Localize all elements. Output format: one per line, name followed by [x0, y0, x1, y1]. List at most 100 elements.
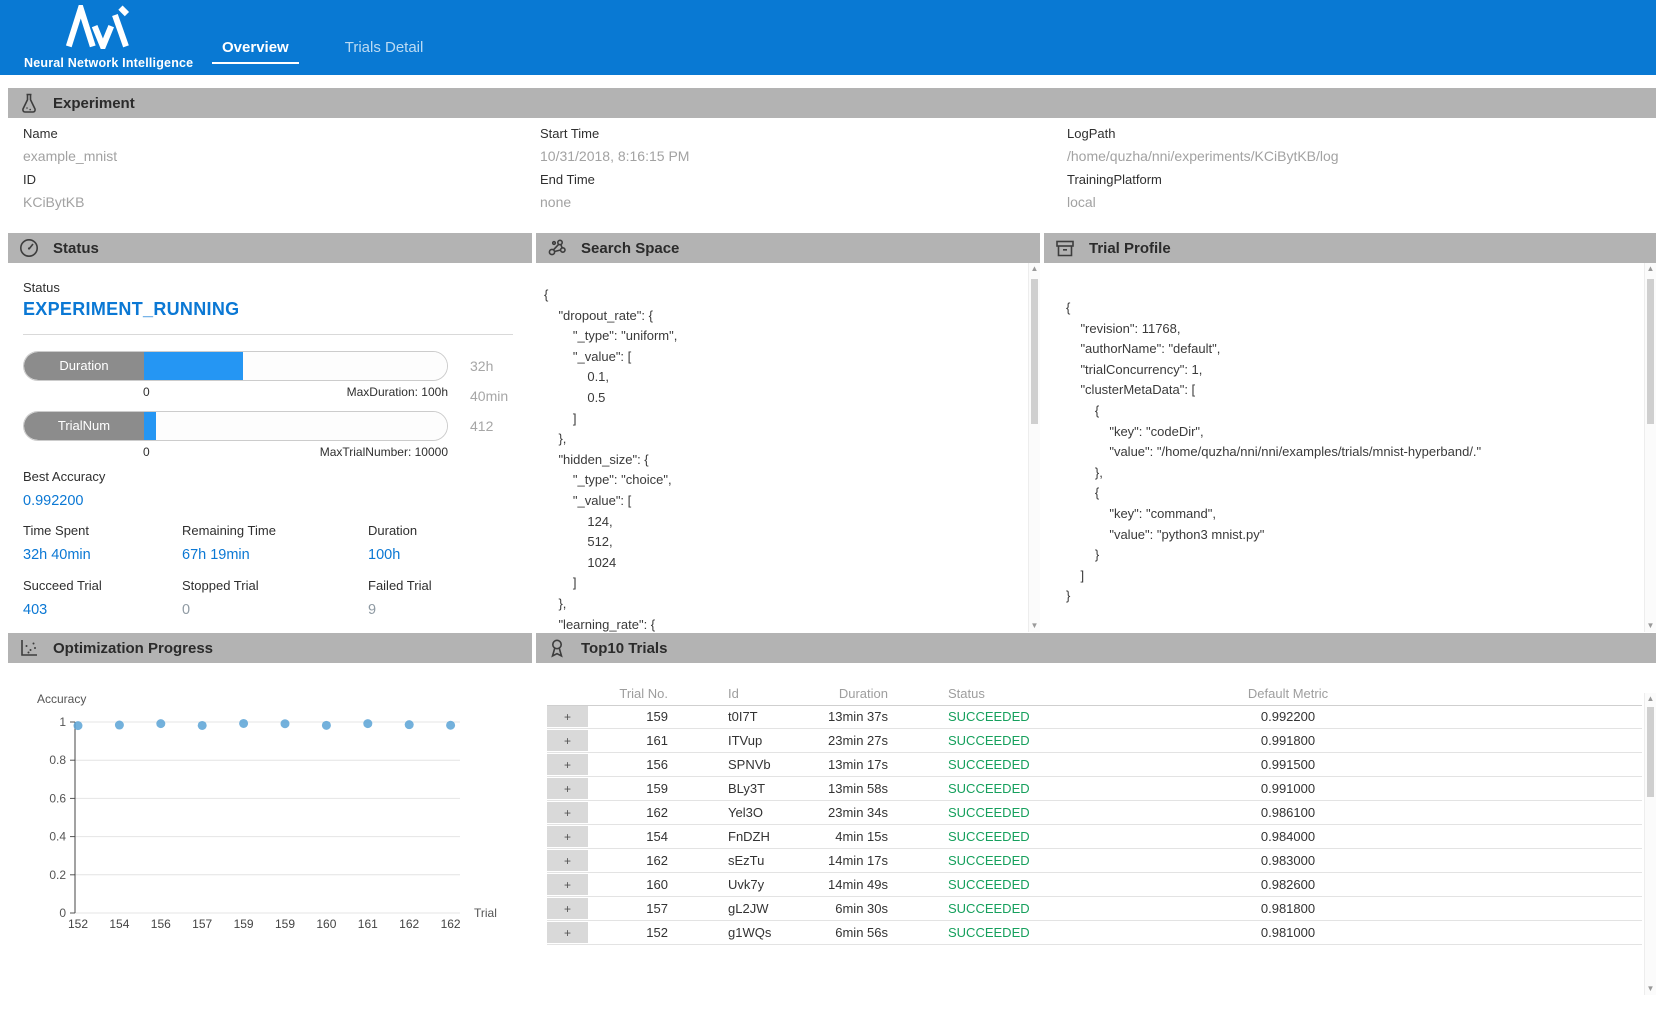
progress-scale: 0 MaxDuration: 100h [143, 385, 448, 399]
stat-value: 0 [182, 602, 259, 618]
search-space-panel: Search Space { "dropout_rate": { "_type"… [536, 233, 1040, 632]
duration-cell: 13min 58s [818, 781, 888, 796]
table-row: +162Yel3O23min 34sSUCCEEDED0.986100 [547, 801, 1642, 825]
field-label: ID [23, 172, 117, 187]
status-cell: SUCCEEDED [948, 901, 1108, 916]
default-metric-cell: 0.983000 [1108, 853, 1468, 868]
scroll-down-arrow[interactable]: ▼ [1645, 983, 1656, 995]
progress-value: 32h 40min [470, 351, 532, 411]
expand-row-button[interactable]: + [547, 898, 588, 919]
scale-max: MaxTrialNumber: 10000 [320, 445, 448, 459]
column-header-status: Status [948, 686, 1108, 701]
field-label: LogPath [1067, 126, 1339, 141]
top10-section-header: Top10 Trials [536, 633, 1656, 663]
section-title: Experiment [53, 95, 135, 112]
status-cell: SUCCEEDED [948, 829, 1108, 844]
section-title: Search Space [581, 240, 679, 257]
default-metric-cell: 0.991000 [1108, 781, 1468, 796]
stat-value: 32h 40min [23, 547, 91, 563]
duration-cell: 23min 27s [818, 733, 888, 748]
expand-row-button[interactable]: + [547, 826, 588, 847]
tab-trials-detail[interactable]: Trials Detail [335, 39, 434, 64]
table-row: +156SPNVb13min 17sSUCCEEDED0.991500 [547, 753, 1642, 777]
duration-cell: 6min 56s [818, 925, 888, 940]
trial-no-cell: 160 [588, 877, 668, 892]
svg-text:152: 152 [68, 917, 88, 931]
status-section-header: Status [8, 233, 532, 263]
svg-text:0.2: 0.2 [49, 868, 66, 882]
top10-scrollbar[interactable]: ▲ ▼ [1644, 693, 1656, 995]
scrollbar-thumb[interactable] [1647, 279, 1654, 424]
scroll-down-arrow[interactable]: ▼ [1645, 620, 1656, 632]
default-metric-cell: 0.984000 [1108, 829, 1468, 844]
nni-logo-icon [66, 5, 138, 49]
trial-profile-scrollbar[interactable]: ▲ ▼ [1644, 263, 1656, 632]
scroll-up-arrow[interactable]: ▲ [1645, 263, 1656, 275]
medal-icon [546, 637, 568, 659]
default-metric-cell: 0.991500 [1108, 757, 1468, 772]
section-title: Optimization Progress [53, 640, 213, 657]
archive-box-icon [1054, 237, 1076, 259]
top10-trials-panel: Top10 Trials Trial No.IdDurationStatusDe… [536, 633, 1656, 1030]
status-cell: SUCCEEDED [948, 733, 1108, 748]
table-row: +159BLy3T13min 58sSUCCEEDED0.991000 [547, 777, 1642, 801]
stat-value: 100h [368, 547, 417, 563]
expand-row-button[interactable]: + [547, 706, 588, 727]
expand-row-button[interactable]: + [547, 922, 588, 943]
progress-fill [144, 412, 156, 440]
duration-cell: 6min 30s [818, 901, 888, 916]
stat-label: Time Spent [23, 523, 91, 538]
expand-row-button[interactable]: + [547, 730, 588, 751]
default-metric-cell: 0.982600 [1108, 877, 1468, 892]
expand-row-button[interactable]: + [547, 778, 588, 799]
experiment-status-value: EXPERIMENT_RUNNING [23, 299, 239, 320]
svg-text:159: 159 [275, 917, 295, 931]
svg-text:0.6: 0.6 [49, 791, 66, 805]
expand-row-button[interactable]: + [547, 850, 588, 871]
trial-no-cell: 152 [588, 925, 668, 940]
field-value: /home/quzha/nni/experiments/KCiBytKB/log [1067, 148, 1339, 164]
scroll-down-arrow[interactable]: ▼ [1029, 620, 1040, 632]
svg-text:Trial: Trial [474, 906, 497, 920]
default-metric-cell: 0.981000 [1108, 925, 1468, 940]
expand-row-button[interactable]: + [547, 754, 588, 775]
scroll-up-arrow[interactable]: ▲ [1645, 693, 1656, 705]
scrollbar-thumb[interactable] [1031, 279, 1038, 424]
default-metric-cell: 0.981800 [1108, 901, 1468, 916]
section-title: Status [53, 240, 99, 257]
svg-text:0.8: 0.8 [49, 753, 66, 767]
default-metric-cell: 0.991800 [1108, 733, 1468, 748]
status-cell: SUCCEEDED [948, 781, 1108, 796]
field-label: End Time [540, 172, 689, 187]
scroll-up-arrow[interactable]: ▲ [1029, 263, 1040, 275]
column-header-trial-no-: Trial No. [588, 686, 668, 701]
search-space-scrollbar[interactable]: ▲ ▼ [1028, 263, 1040, 632]
duration-cell: 23min 34s [818, 805, 888, 820]
stat-time-spent: Time Spent 32h 40min [23, 523, 91, 563]
table-row: +157gL2JW6min 30sSUCCEEDED0.981800 [547, 897, 1642, 921]
trialnum-progress-bar: TrialNum 412 [23, 411, 532, 441]
stat-value: 0.992200 [23, 493, 105, 509]
field-value: example_mnist [23, 148, 117, 164]
progress-track [144, 352, 447, 380]
progress-pill: Duration [23, 351, 448, 381]
optimization-section-header: Optimization Progress [8, 633, 532, 663]
brand-text: Neural Network Intelligence [24, 56, 193, 70]
expand-row-button[interactable]: + [547, 874, 588, 895]
expand-row-button[interactable]: + [547, 802, 588, 823]
search-space-json: { "dropout_rate": { "_type": "uniform", … [544, 285, 677, 635]
progress-bar-label: TrialNum [24, 412, 144, 440]
scatter-chart-icon [18, 637, 40, 659]
stat-label: Failed Trial [368, 578, 432, 593]
trial-no-cell: 157 [588, 901, 668, 916]
status-cell: SUCCEEDED [948, 877, 1108, 892]
optimization-chart[interactable]: Accuracy10.80.60.40.20152154156157159159… [8, 691, 532, 941]
trial-id-cell: Yel3O [728, 805, 818, 820]
optimization-progress-panel: Optimization Progress Accuracy10.80.60.4… [8, 633, 532, 1030]
stat-label: Duration [368, 523, 417, 538]
experiment-section-header: Experiment [8, 88, 1656, 118]
scrollbar-thumb[interactable] [1647, 707, 1654, 797]
stat-label: Remaining Time [182, 523, 276, 538]
svg-text:161: 161 [358, 917, 378, 931]
tab-overview[interactable]: Overview [212, 39, 299, 64]
